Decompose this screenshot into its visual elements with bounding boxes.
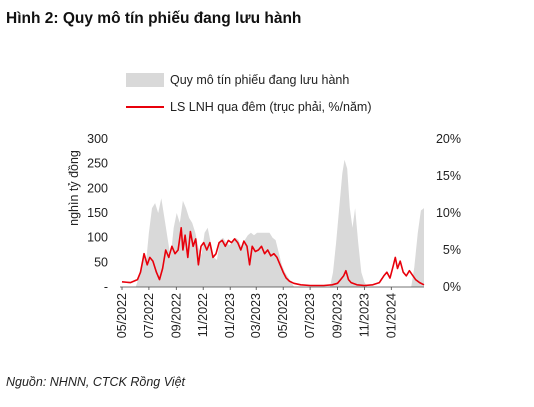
y-axis-left-ticks: - 50 100 150 200 250 300: [87, 132, 108, 294]
x-tick-label: 05/2023: [276, 293, 290, 338]
y-right-tick-label: 20%: [436, 132, 461, 146]
chart-title: Hình 2: Quy mô tín phiếu đang lưu hành: [6, 10, 302, 27]
y-left-tick-label: 150: [87, 206, 108, 220]
x-tick-label: 07/2022: [142, 293, 156, 338]
y-right-tick-label: 10%: [436, 206, 461, 220]
y-left-tick-label: 300: [87, 132, 108, 146]
source-note: Nguồn: NHNN, CTCK Rồng Việt: [6, 375, 186, 389]
y-right-tick-label: 5%: [443, 243, 461, 257]
x-tick-label: 01/2024: [384, 293, 398, 338]
legend-line-label: LS LNH qua đêm (trục phải, %/năm): [170, 100, 371, 114]
x-axis-ticks: 05/2022 07/2022 09/2022 11/2022 01/2023 03/20…: [115, 287, 398, 338]
line-series-path: [121, 227, 425, 287]
y-left-tick-label: -: [104, 280, 108, 294]
y-left-tick-label: 200: [87, 181, 108, 195]
y-left-tick-label: 250: [87, 157, 108, 171]
y-right-tick-label: 0%: [443, 280, 461, 294]
legend: Quy mô tín phiếu đang lưu hành LS LNH qu…: [126, 73, 371, 114]
x-tick-label: 09/2022: [169, 293, 183, 338]
x-tick-label: 11/2023: [357, 293, 371, 337]
x-tick-label: 09/2023: [331, 293, 345, 338]
y-left-tick-label: 100: [87, 231, 108, 245]
y-right-tick-label: 15%: [436, 169, 461, 183]
x-tick-label: 03/2023: [249, 293, 263, 338]
y-axis-left-label: nghìn tỷ đồng: [67, 150, 81, 226]
x-tick-label: 11/2022: [196, 293, 210, 337]
legend-area-swatch: [126, 73, 164, 87]
x-tick-label: 01/2023: [223, 293, 237, 338]
area-series-fill: [122, 159, 424, 287]
line-series: [121, 227, 425, 287]
x-tick-label: 05/2022: [115, 293, 129, 338]
y-left-tick-label: 50: [94, 255, 108, 269]
y-axis-right-ticks: 0% 5% 10% 15% 20%: [436, 132, 461, 294]
area-series: [122, 159, 424, 287]
x-tick-label: 07/2023: [303, 293, 317, 338]
legend-area-label: Quy mô tín phiếu đang lưu hành: [170, 73, 349, 87]
